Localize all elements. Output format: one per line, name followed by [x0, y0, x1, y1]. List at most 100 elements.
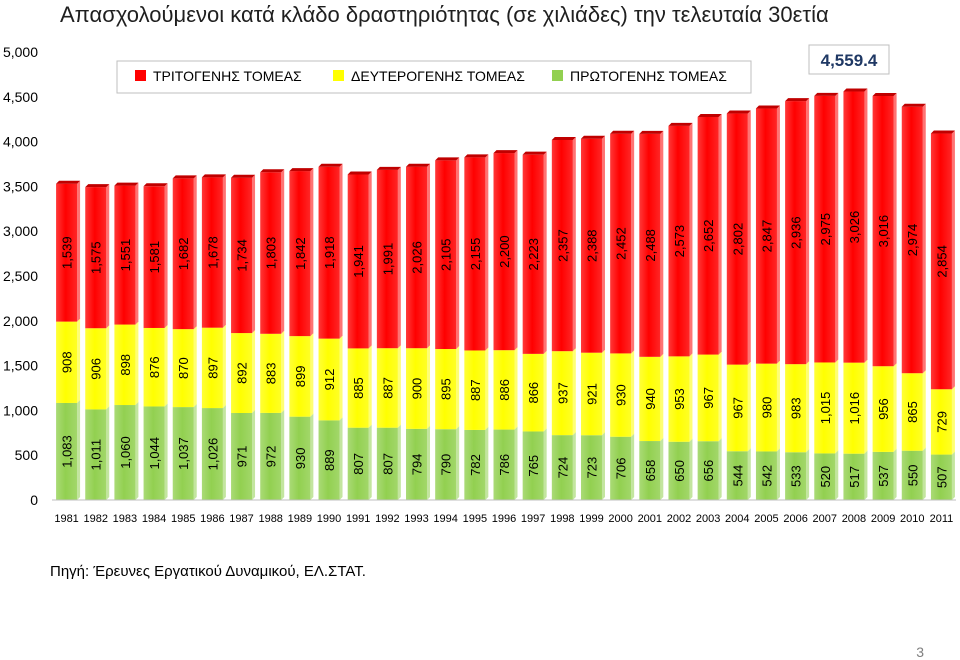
bar-segment — [697, 354, 719, 442]
bar-segment — [639, 356, 661, 442]
bar-value-label: 908 — [60, 351, 75, 373]
bar-top-cap — [755, 105, 780, 109]
bar-segment — [901, 373, 923, 451]
bar-segment-side — [776, 360, 780, 452]
bar-value-label: 3,016 — [876, 215, 891, 248]
bar-top-cap — [610, 130, 635, 134]
bar-segment-side — [718, 438, 722, 500]
bar-segment — [843, 91, 865, 363]
bar-value-label: 786 — [497, 454, 512, 476]
bar-segment-side — [543, 350, 547, 432]
bar-value-label: 895 — [439, 378, 454, 400]
bar-value-label: 537 — [876, 465, 891, 487]
bar-value-label: 887 — [468, 379, 483, 401]
x-tick-label: 1990 — [317, 513, 341, 525]
bar-segment — [85, 328, 107, 410]
bar-value-label: 866 — [526, 382, 541, 404]
bar-value-label: 2,452 — [614, 227, 629, 260]
y-tick-label: 2,000 — [3, 313, 38, 329]
bar-value-label: 865 — [905, 401, 920, 423]
bar-segment — [143, 327, 165, 407]
x-tick-label: 2006 — [783, 513, 807, 525]
bar-top-cap — [231, 174, 256, 178]
bar-segment — [260, 333, 282, 413]
bar-value-label: 898 — [118, 354, 133, 376]
bar-segment-side — [397, 166, 401, 349]
bar-segment-side — [601, 135, 605, 353]
bar-top-cap — [289, 168, 314, 172]
bar-segment — [114, 405, 136, 500]
bar-segment — [201, 408, 223, 500]
x-tick-label: 2004 — [725, 513, 749, 525]
bar-segment — [930, 389, 952, 455]
bar-segment — [260, 412, 282, 500]
x-tick-label: 1999 — [579, 513, 603, 525]
x-tick-label: 1996 — [492, 513, 516, 525]
bar-segment-side — [835, 359, 839, 454]
bar-value-label: 650 — [672, 460, 687, 482]
legend-box — [116, 60, 752, 94]
bar-segment-side — [310, 168, 314, 337]
x-tick-label: 1988 — [258, 513, 282, 525]
bar-segment-side — [193, 404, 197, 500]
bar-value-label: 899 — [293, 366, 308, 388]
bar-segment-side — [835, 450, 839, 500]
bar-segment-side — [747, 361, 751, 452]
bar-segment-side — [631, 433, 635, 500]
bar-segment — [172, 407, 194, 500]
bar-segment — [551, 139, 573, 352]
bar-value-label: 724 — [555, 457, 570, 479]
bar-segment — [668, 125, 690, 357]
bar-segment-side — [222, 405, 226, 500]
bar-value-label: 2,936 — [789, 216, 804, 249]
bar-segment-side — [427, 425, 431, 500]
bar-segment-side — [485, 347, 489, 430]
bar-value-label: 980 — [759, 397, 774, 419]
bar-value-label: 1,991 — [380, 243, 395, 276]
bar-segment-side — [164, 183, 168, 328]
page-number: 3 — [916, 644, 924, 660]
bar-segment — [318, 166, 340, 339]
bar-segment-side — [456, 157, 460, 350]
bar-segment — [814, 95, 836, 363]
bar-segment-side — [222, 324, 226, 409]
bar-value-label: 790 — [439, 454, 454, 476]
bar-segment-side — [106, 406, 110, 500]
bar-segment-side — [689, 438, 693, 500]
bar-segment — [697, 116, 719, 355]
bar-segment-side — [864, 450, 868, 500]
bar-value-label: 782 — [468, 454, 483, 476]
bar-value-label: 729 — [934, 411, 949, 433]
bar-segment — [580, 138, 602, 353]
bar-segment-side — [864, 88, 868, 363]
x-tick-label: 2003 — [696, 513, 720, 525]
bar-top-cap — [260, 169, 285, 173]
legend-label: ΤΡΙΤΟΓΕΝΗΣ ΤΟΜΕΑΣ — [153, 68, 302, 84]
bar-value-label: 930 — [293, 447, 308, 469]
bar-value-label: 921 — [584, 383, 599, 405]
bar-value-label: 2,026 — [410, 241, 425, 274]
bar-segment-side — [281, 409, 285, 500]
bar-segment-side — [747, 448, 751, 500]
bar-value-label: 2,357 — [555, 229, 570, 262]
bar-segment — [668, 441, 690, 500]
bar-value-label: 1,044 — [147, 437, 162, 470]
bar-value-label: 1,682 — [176, 238, 191, 271]
bar-segment — [755, 108, 777, 364]
legend-swatch — [135, 70, 146, 81]
bar-segment-side — [485, 426, 489, 500]
bar-segment-side — [164, 403, 168, 500]
bar-top-cap — [201, 174, 226, 178]
bar-top-cap — [493, 150, 518, 154]
bar-segment — [580, 352, 602, 436]
bar-segment — [347, 427, 369, 500]
y-tick-label: 2,500 — [3, 268, 38, 284]
bar-value-label: 870 — [176, 357, 191, 379]
bar-segment-side — [543, 428, 547, 500]
bar-segment — [406, 428, 428, 500]
bar-segment — [406, 166, 428, 349]
bar-segment — [435, 349, 457, 430]
bar-value-label: 542 — [759, 465, 774, 487]
bar-segment-side — [893, 363, 897, 452]
bar-segment-side — [164, 324, 168, 407]
